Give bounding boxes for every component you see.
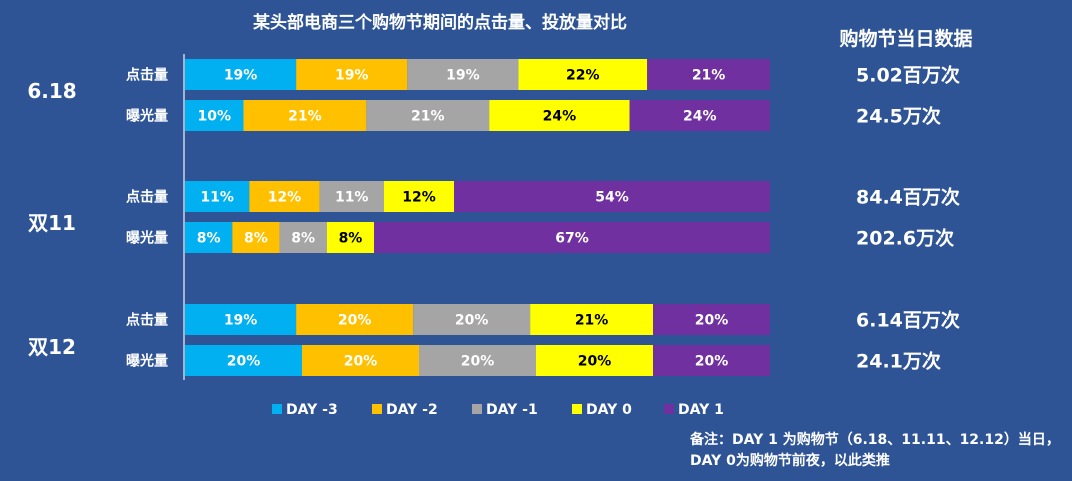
data-label: 10% bbox=[197, 109, 231, 125]
legend-swatch bbox=[472, 404, 482, 414]
data-label: 54% bbox=[595, 190, 629, 206]
data-label: 21% bbox=[288, 109, 322, 125]
bar-segment bbox=[185, 222, 233, 253]
row-label: 曝光量 bbox=[126, 353, 168, 370]
bar-segment bbox=[185, 304, 297, 335]
bar-segment bbox=[185, 181, 250, 212]
bar-segment bbox=[530, 304, 653, 335]
data-label: 19% bbox=[224, 68, 258, 84]
data-label: 24% bbox=[683, 109, 717, 125]
bar-segment bbox=[383, 181, 455, 212]
data-label: 20% bbox=[344, 354, 378, 370]
day-total: 84.4百万次 bbox=[856, 186, 960, 209]
group-label: 双12 bbox=[28, 335, 76, 359]
bar-segment bbox=[243, 100, 367, 131]
legend-label: DAY 0 bbox=[586, 402, 632, 418]
data-label: 11% bbox=[200, 190, 234, 206]
data-label: 21% bbox=[692, 68, 726, 84]
data-label: 24% bbox=[543, 109, 577, 125]
bar-segment bbox=[374, 222, 770, 253]
data-label: 20% bbox=[578, 354, 612, 370]
data-label: 20% bbox=[455, 313, 489, 329]
bar-segment bbox=[326, 222, 375, 253]
legend-label: DAY -1 bbox=[486, 402, 538, 418]
data-label: 20% bbox=[695, 354, 729, 370]
data-label: 67% bbox=[555, 231, 589, 247]
bar-segment bbox=[629, 100, 770, 131]
data-label: 12% bbox=[268, 190, 302, 206]
data-label: 8% bbox=[339, 231, 363, 247]
bar-segment bbox=[302, 345, 419, 376]
legend-swatch bbox=[664, 404, 674, 414]
data-label: 12% bbox=[402, 190, 436, 206]
day-total: 24.1万次 bbox=[856, 350, 941, 373]
data-label: 8% bbox=[244, 231, 268, 247]
data-label: 8% bbox=[291, 231, 315, 247]
legend-label: DAY 1 bbox=[678, 402, 724, 418]
row-label: 曝光量 bbox=[126, 230, 168, 247]
right-header: 购物节当日数据 bbox=[839, 27, 972, 50]
bar-segment bbox=[296, 59, 408, 90]
data-label: 11% bbox=[335, 190, 369, 206]
data-label: 21% bbox=[575, 313, 609, 329]
bar-segment bbox=[185, 345, 302, 376]
bar-segment bbox=[185, 100, 244, 131]
bar-segment bbox=[647, 59, 770, 90]
data-label: 21% bbox=[411, 109, 445, 125]
data-label: 20% bbox=[338, 313, 372, 329]
bar-segment bbox=[185, 59, 297, 90]
day-total: 6.14百万次 bbox=[856, 309, 960, 332]
legend-label: DAY -2 bbox=[386, 402, 438, 418]
chart-title: 某头部电商三个购物节期间的点击量、投放量对比 bbox=[253, 12, 627, 33]
legend-swatch bbox=[372, 404, 382, 414]
footnote: 备注：DAY 1 为购物节（6.18、11.11、12.12）当日，DAY 0为… bbox=[690, 432, 1060, 469]
data-label: 19% bbox=[335, 68, 369, 84]
bar-segment bbox=[653, 345, 770, 376]
data-label: 19% bbox=[446, 68, 480, 84]
day-total: 24.5万次 bbox=[856, 105, 941, 128]
data-label: 8% bbox=[197, 231, 221, 247]
row-label: 曝光量 bbox=[126, 108, 168, 125]
bar-segment bbox=[279, 222, 327, 253]
bar-segment bbox=[413, 304, 531, 335]
group-label: 6.18 bbox=[27, 79, 76, 103]
bar-segment bbox=[518, 59, 648, 90]
bar-segment bbox=[296, 304, 414, 335]
bar-segment bbox=[489, 100, 630, 131]
data-label: 20% bbox=[227, 354, 261, 370]
legend-label: DAY -3 bbox=[286, 402, 338, 418]
row-label: 点击量 bbox=[126, 189, 168, 206]
row-label: 点击量 bbox=[126, 67, 168, 84]
bar-segment bbox=[407, 59, 519, 90]
day-total: 202.6万次 bbox=[856, 227, 954, 250]
row-label: 点击量 bbox=[126, 312, 168, 329]
legend-swatch bbox=[272, 404, 282, 414]
data-label: 19% bbox=[224, 313, 258, 329]
bar-segment bbox=[536, 345, 653, 376]
data-label: 20% bbox=[695, 313, 729, 329]
bar-segment bbox=[653, 304, 770, 335]
day-total: 5.02百万次 bbox=[856, 64, 960, 87]
bar-segment bbox=[454, 181, 770, 212]
bar-segment bbox=[232, 222, 280, 253]
legend: DAY -3 DAY -2 DAY -1 DAY 0 DAY 1 bbox=[272, 402, 724, 418]
data-label: 20% bbox=[461, 354, 495, 370]
bar-segment bbox=[419, 345, 536, 376]
data-label: 22% bbox=[566, 68, 600, 84]
legend-swatch bbox=[572, 404, 582, 414]
group-label: 双11 bbox=[28, 211, 76, 235]
bar-segment bbox=[366, 100, 490, 131]
bar-segment bbox=[319, 181, 384, 212]
bar-segment bbox=[249, 181, 320, 212]
